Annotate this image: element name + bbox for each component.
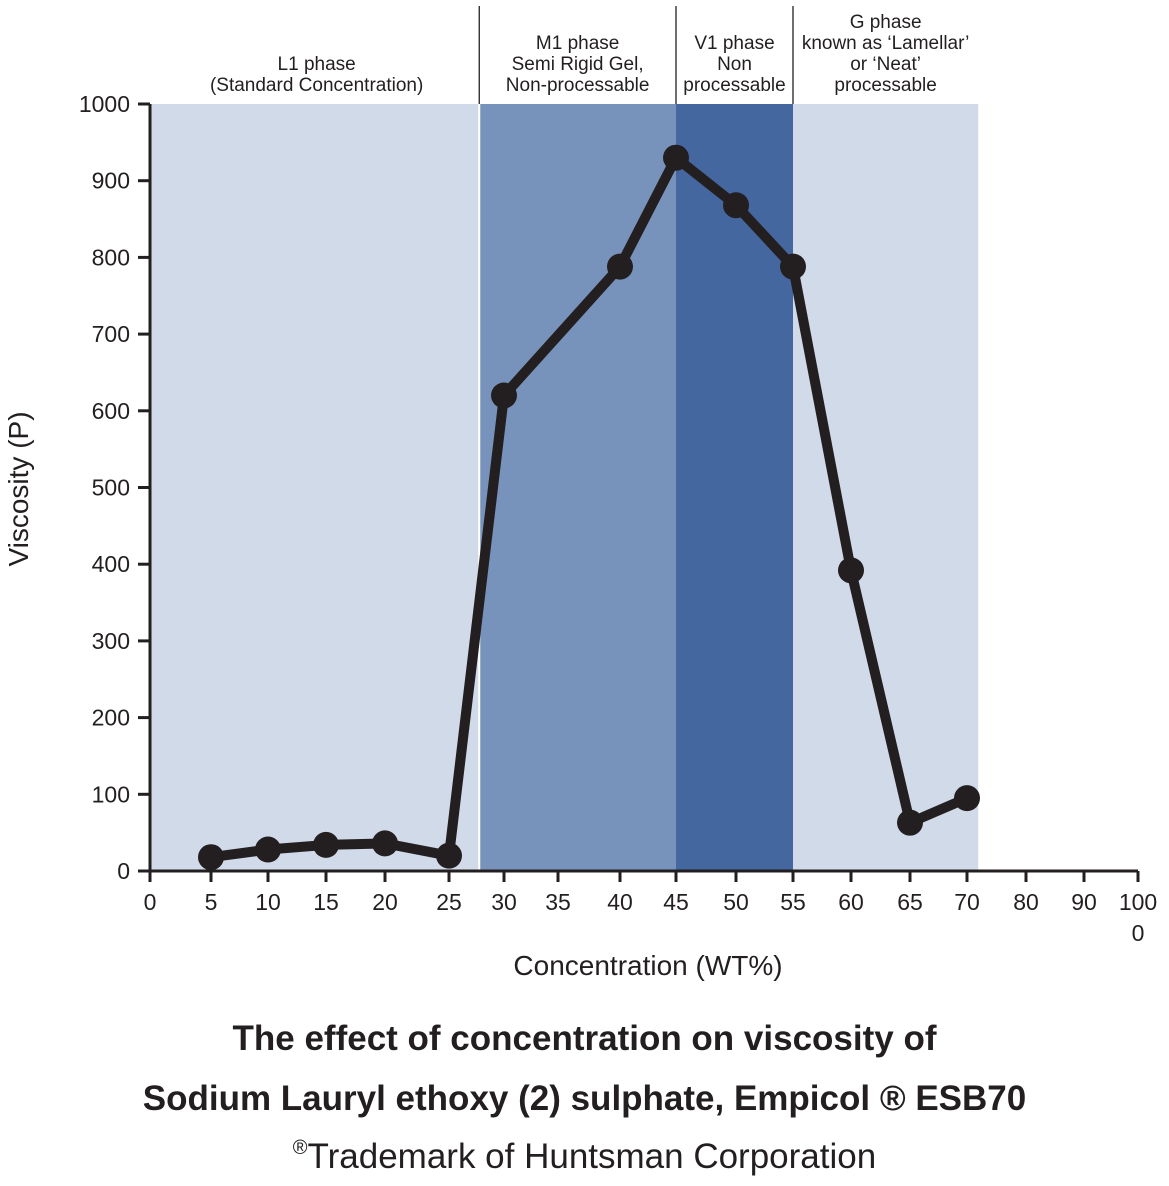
phase-label: processable xyxy=(683,75,785,96)
x-tick-label: 100 xyxy=(1119,889,1157,915)
y-tick-label: 600 xyxy=(92,398,130,424)
data-point xyxy=(723,192,749,219)
y-tick-label: 100 xyxy=(92,781,130,807)
y-tick-label: 900 xyxy=(92,168,130,194)
phase-band-3 xyxy=(676,104,793,871)
x-tick-label: 80 xyxy=(1013,889,1039,915)
x-tick-label-wrap: 0 xyxy=(1132,920,1145,946)
x-tick-label: 45 xyxy=(663,889,689,915)
y-axis-title: Viscosity (P) xyxy=(3,411,34,566)
x-tick-label: 55 xyxy=(780,889,806,915)
y-tick-label: 300 xyxy=(92,628,130,654)
phase-label: known as ‘Lamellar’ xyxy=(802,33,970,54)
y-tick-label: 400 xyxy=(92,551,130,577)
y-tick-label: 0 xyxy=(117,858,130,884)
x-tick-label: 0 xyxy=(144,889,157,915)
data-point xyxy=(436,842,462,869)
x-tick-label: 15 xyxy=(313,889,339,915)
data-point xyxy=(198,844,224,871)
caption-title-line2: Sodium Lauryl ethoxy (2) sulphate, Empic… xyxy=(142,1079,1027,1118)
phase-label: L1 phase xyxy=(278,54,356,75)
phase-band-1 xyxy=(150,104,480,871)
y-tick-label: 800 xyxy=(92,244,130,270)
x-tick-label: 35 xyxy=(545,889,571,915)
x-tick-label: 5 xyxy=(205,889,218,915)
trademark-text: Trademark of Huntsman Corporation xyxy=(307,1137,877,1176)
data-point xyxy=(838,557,864,584)
data-point xyxy=(491,382,517,409)
data-series xyxy=(198,144,980,871)
data-point xyxy=(897,809,923,836)
x-tick-label: 65 xyxy=(897,889,923,915)
phase-label: Semi Rigid Gel, xyxy=(512,54,644,75)
caption-trademark: ®Trademark of Huntsman Corporation xyxy=(0,1137,1169,1177)
x-tick-label: 70 xyxy=(954,889,980,915)
y-tick-label: 500 xyxy=(92,475,130,501)
phase-label: (Standard Concentration) xyxy=(210,75,423,96)
x-tick-label: 50 xyxy=(723,889,749,915)
phase-label: G phase xyxy=(850,12,922,33)
phase-label: processable xyxy=(834,75,936,96)
data-point xyxy=(372,830,398,857)
phase-band-4 xyxy=(793,104,979,871)
caption-title-line1: The effect of concentration on viscosity… xyxy=(232,1019,937,1058)
phase-label: Non-processable xyxy=(506,75,650,96)
data-point xyxy=(954,785,980,812)
data-point xyxy=(780,253,806,280)
data-point xyxy=(663,144,689,171)
x-tick-label: 60 xyxy=(838,889,864,915)
x-tick-label: 90 xyxy=(1071,889,1097,915)
x-tick-label: 30 xyxy=(491,889,517,915)
phase-bands: L1 phase(Standard Concentration) M1 phase… xyxy=(150,6,979,871)
data-point xyxy=(255,836,281,863)
data-point xyxy=(313,831,339,858)
registered-mark: ® xyxy=(292,1137,308,1159)
viscosity-chart: L1 phase(Standard Concentration) M1 phase… xyxy=(3,6,1157,981)
x-tick-label: 20 xyxy=(372,889,398,915)
phase-label: M1 phase xyxy=(536,33,619,54)
phase-label: Non xyxy=(717,54,752,75)
phase-label: V1 phase xyxy=(694,33,774,54)
y-tick-label: 700 xyxy=(92,321,130,347)
x-tick-label: 10 xyxy=(255,889,281,915)
x-tick-label: 25 xyxy=(436,889,462,915)
phase-label: or ‘Neat’ xyxy=(850,54,921,75)
y-tick-label: 200 xyxy=(92,705,130,731)
x-axis-title: Concentration (WT%) xyxy=(513,950,782,981)
x-tick-label: 40 xyxy=(607,889,633,915)
data-point xyxy=(607,253,633,280)
y-tick-label: 1000 xyxy=(79,91,130,117)
